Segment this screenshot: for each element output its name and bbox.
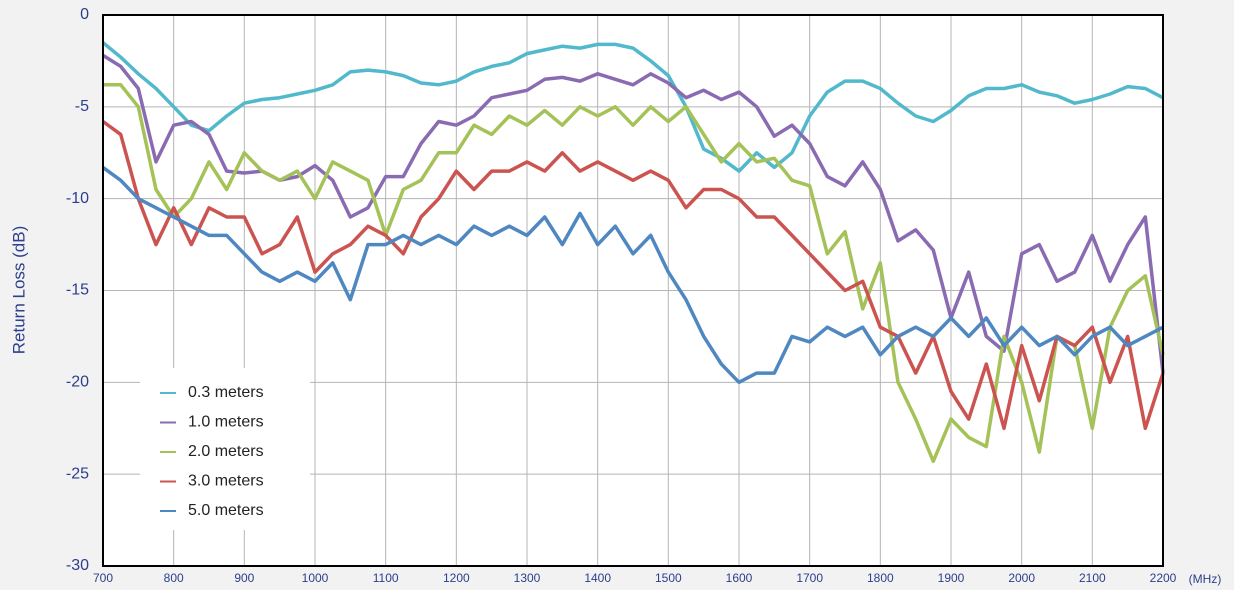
legend-label: 0.3 meters — [188, 384, 264, 401]
y-tick-label: -25 — [66, 465, 89, 482]
line — [101, 165, 1164, 385]
x-tick-label: 1900 — [938, 571, 965, 585]
y-tick-label: -20 — [66, 374, 89, 391]
x-tick-label: 2100 — [1079, 571, 1106, 585]
x-tick-label: 2200 — [1150, 571, 1177, 585]
x-tick-label: 1700 — [796, 571, 823, 585]
x-tick-label: 1400 — [584, 571, 611, 585]
x-tick-label: 1100 — [373, 571, 399, 585]
line — [103, 83, 1165, 464]
frame — [102, 14, 1164, 567]
y-tick-label: -15 — [66, 282, 89, 299]
x-tick-label: 2000 — [1008, 571, 1035, 585]
legend-label: 3.0 meters — [188, 473, 264, 490]
x-tick-label: 1600 — [726, 571, 753, 585]
line — [101, 120, 1165, 431]
x-unit: (MHz) — [1189, 572, 1222, 586]
legend-label: 5.0 meters — [188, 502, 264, 519]
x-tick-label: 1300 — [514, 571, 541, 585]
y-tick-label: -10 — [66, 190, 89, 207]
y-tick-label: -5 — [75, 98, 89, 115]
x-tick-label: 1800 — [867, 571, 894, 585]
x-tick-label: 900 — [234, 571, 254, 585]
x-tick-label: 700 — [93, 571, 113, 585]
legend-label: 1.0 meters — [188, 414, 264, 431]
legend-box — [140, 368, 310, 530]
line — [101, 41, 1164, 173]
y-tick-label: -30 — [66, 557, 89, 574]
x-tick-label: 1000 — [302, 571, 329, 585]
y-tick-label: 0 — [80, 6, 89, 23]
x-tick-label: 1500 — [655, 571, 682, 585]
x-tick-label: 800 — [164, 571, 184, 585]
y-axis-label: Return Loss (dB) — [9, 226, 28, 355]
legend-label: 2.0 meters — [188, 443, 264, 460]
x-tick-label: 1200 — [443, 571, 470, 585]
